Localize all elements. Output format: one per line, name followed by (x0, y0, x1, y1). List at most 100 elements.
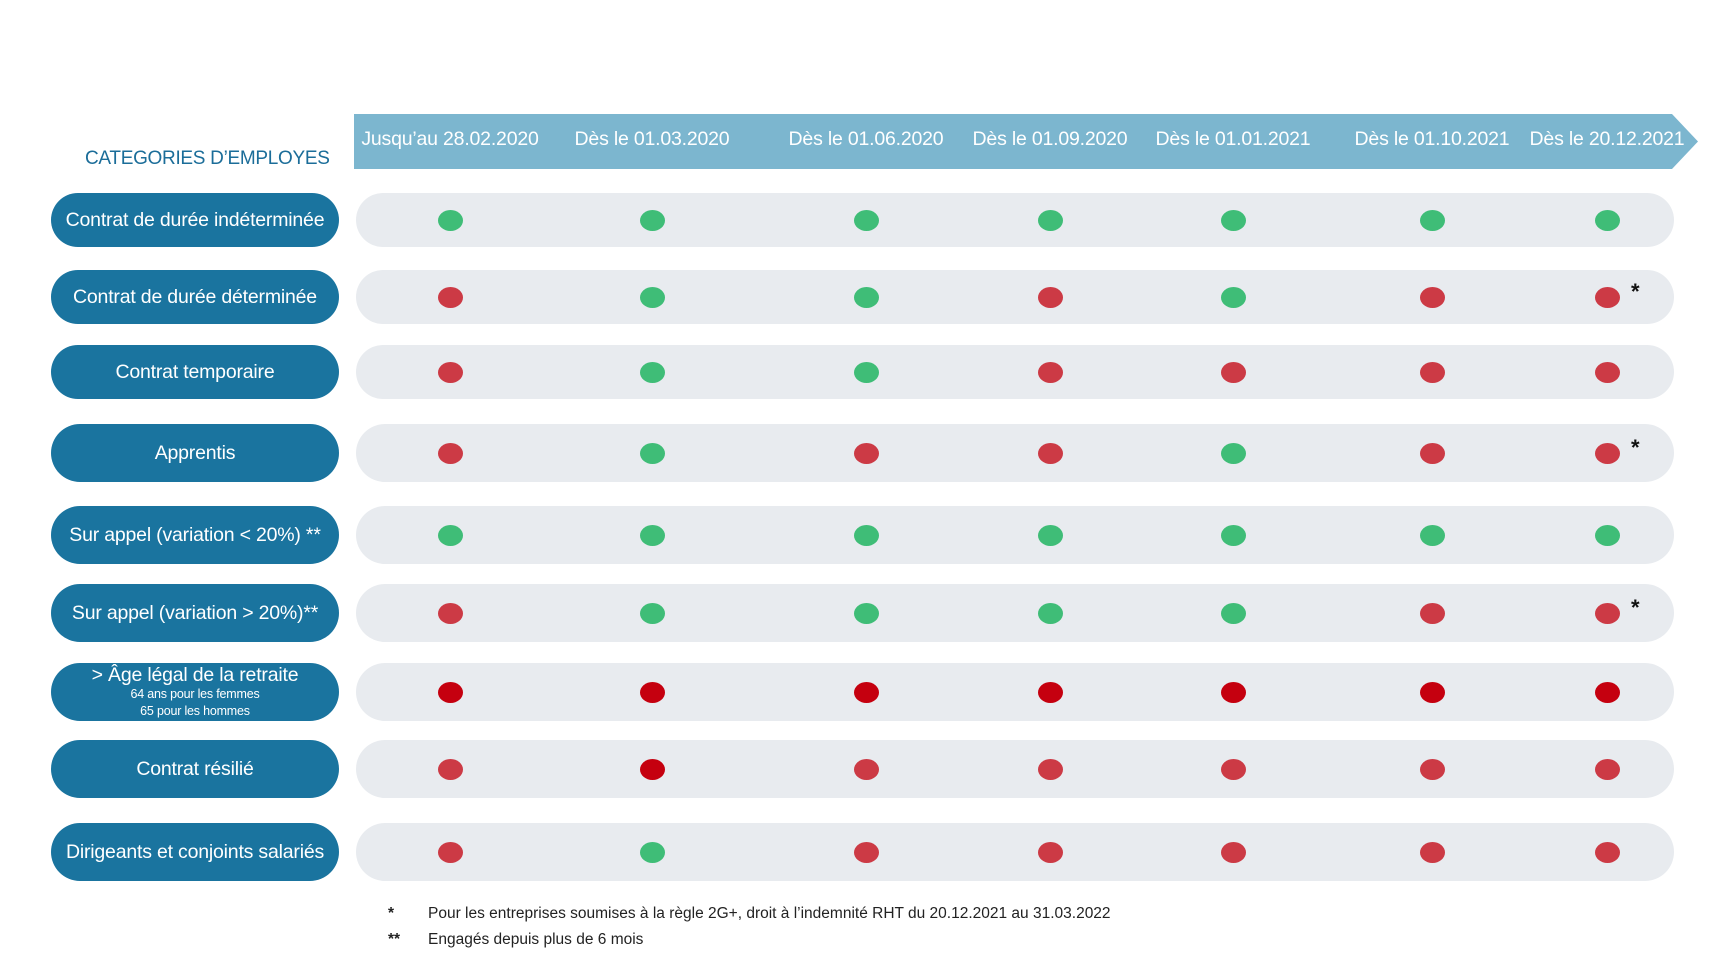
status-dot-red (1595, 603, 1620, 624)
status-dot-red (1420, 287, 1445, 308)
category-pill: Dirigeants et conjoints salariés (51, 823, 339, 881)
status-dot-green (438, 210, 463, 231)
status-dot-green (854, 362, 879, 383)
status-dot-green (1038, 210, 1063, 231)
footnote: * Pour les entreprises soumises à la règl… (388, 905, 1111, 923)
status-dot-green (640, 603, 665, 624)
status-dot-darkred (1420, 682, 1445, 703)
status-dot-red (1038, 759, 1063, 780)
period-label: Dès le 01.01.2021 (1155, 128, 1311, 150)
status-dot-green (640, 525, 665, 546)
status-dot-red (438, 287, 463, 308)
asterisk-note: * (1631, 435, 1640, 460)
status-dot-green (1221, 525, 1246, 546)
status-row (356, 823, 1674, 881)
status-dot-darkred (1038, 682, 1063, 703)
status-dot-red (1420, 603, 1445, 624)
period-label: Dès le 01.06.2020 (788, 128, 944, 150)
category-label: Apprentis (154, 441, 236, 464)
categories-header: CATEGORIES D’EMPLOYES (85, 148, 330, 169)
period-label: Dès le 01.10.2021 (1354, 128, 1510, 150)
period-label: Jusqu’au 28.02.2020 (361, 128, 539, 150)
category-label: Sur appel (variation > 20%)** (71, 601, 319, 624)
category-label: Dirigeants et conjoints salariés (65, 840, 325, 863)
category-label: > Âge légal de la retraite (91, 663, 299, 686)
status-dot-red (1221, 362, 1246, 383)
category-label: Contrat temporaire (115, 360, 275, 383)
status-row (356, 584, 1674, 642)
status-dot-red (1595, 443, 1620, 464)
category-pill: Contrat résilié (51, 740, 339, 798)
status-dot-green (1221, 287, 1246, 308)
status-dot-red (438, 759, 463, 780)
category-label: Contrat de durée déterminée (73, 285, 317, 308)
status-dot-red (438, 362, 463, 383)
status-dot-darkred (1595, 682, 1620, 703)
status-dot-darkred (438, 682, 463, 703)
status-row (356, 193, 1674, 247)
footnote-symbol: ** (388, 931, 401, 948)
category-sublabel: 65 pour les hommes (140, 703, 250, 718)
status-dot-green (854, 210, 879, 231)
status-dot-red (1420, 759, 1445, 780)
timeline-arrow: Jusqu’au 28.02.2020 Dès le 01.03.2020 Dès … (354, 114, 1698, 169)
status-row (356, 270, 1674, 324)
status-dot-red (438, 842, 463, 863)
category-pill: Contrat de durée indéterminée (51, 193, 339, 247)
status-dot-green (438, 525, 463, 546)
status-dot-green (1038, 525, 1063, 546)
status-dot-green (640, 443, 665, 464)
status-dot-red (1420, 362, 1445, 383)
status-dot-red (1221, 759, 1246, 780)
period-label: Dès le 20.12.2021 (1529, 128, 1685, 150)
period-label: Dès le 01.09.2020 (972, 128, 1128, 150)
footnote: ** Engagés depuis plus de 6 mois (388, 931, 643, 949)
category-pill: Apprentis (51, 424, 339, 482)
status-dot-red (438, 603, 463, 624)
status-dot-green (1221, 443, 1246, 464)
status-row (356, 424, 1674, 482)
footnote-text: Pour les entreprises soumises à la règle… (428, 905, 1111, 922)
status-dot-green (1595, 210, 1620, 231)
status-dot-red (1420, 443, 1445, 464)
status-dot-red (1038, 362, 1063, 383)
status-dot-green (1595, 525, 1620, 546)
footnote-text: Engagés depuis plus de 6 mois (428, 931, 644, 948)
category-sublabel: 64 ans pour les femmes (130, 686, 260, 701)
category-pill: Sur appel (variation > 20%)** (51, 584, 339, 642)
status-dot-green (640, 362, 665, 383)
status-dot-green (1221, 603, 1246, 624)
status-dot-green (854, 287, 879, 308)
asterisk-note: * (1631, 595, 1640, 620)
status-dot-red (1595, 842, 1620, 863)
status-dot-red (1595, 287, 1620, 308)
status-dot-red (1038, 842, 1063, 863)
status-dot-red (854, 443, 879, 464)
timeline-arrow-shape (354, 114, 1698, 169)
status-dot-red (1221, 842, 1246, 863)
status-row (356, 506, 1674, 564)
category-pill: > Âge légal de la retraite 64 ans pour le… (51, 663, 339, 721)
status-dot-green (1038, 603, 1063, 624)
status-dot-green (1221, 210, 1246, 231)
status-dot-red (854, 842, 879, 863)
footnote-symbol: * (388, 905, 395, 922)
status-dot-green (640, 210, 665, 231)
category-pill: Sur appel (variation < 20%) ** (51, 506, 339, 564)
asterisk-note: * (1631, 279, 1640, 304)
status-dot-green (1420, 210, 1445, 231)
status-dot-green (640, 287, 665, 308)
category-pill: Contrat de durée déterminée (51, 270, 339, 324)
status-dot-darkred (1221, 682, 1246, 703)
status-dot-green (1420, 525, 1445, 546)
status-dot-red (1038, 443, 1063, 464)
status-dot-red (1038, 287, 1063, 308)
period-label: Dès le 01.03.2020 (574, 128, 730, 150)
status-dot-red (438, 443, 463, 464)
status-dot-green (854, 525, 879, 546)
status-dot-red (1420, 842, 1445, 863)
category-label: Contrat de durée indéterminée (65, 208, 325, 231)
status-row (356, 345, 1674, 399)
status-dot-darkred (640, 682, 665, 703)
status-dot-darkred (640, 759, 665, 780)
